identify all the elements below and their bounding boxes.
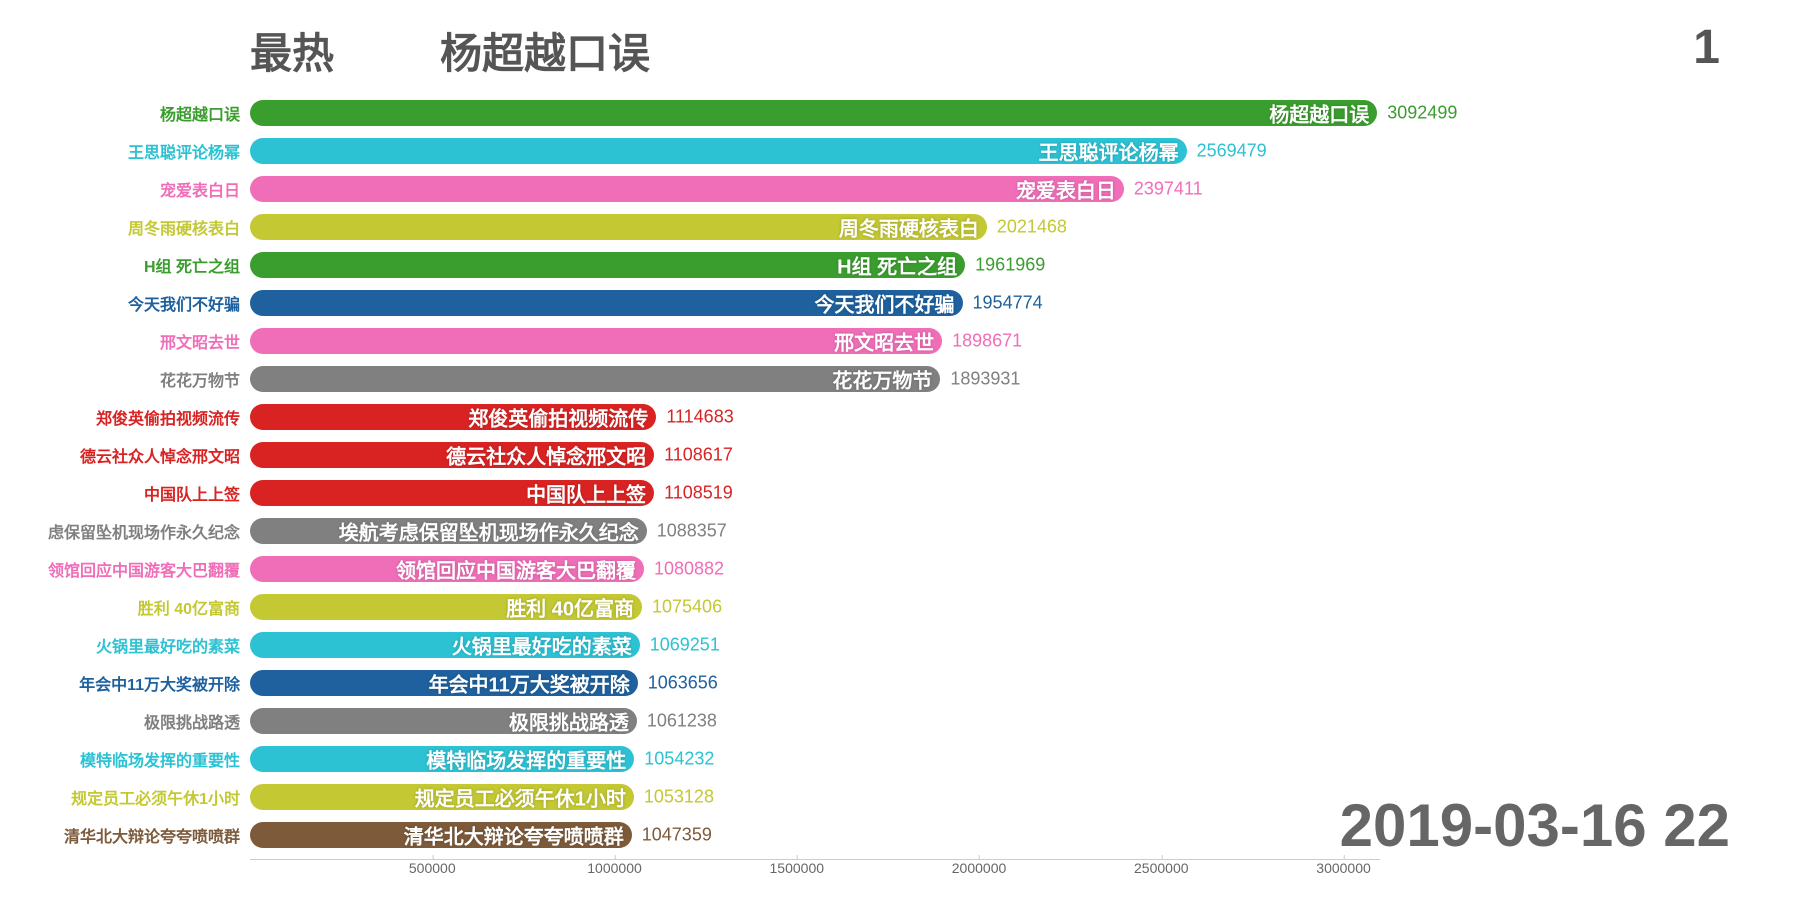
bar-category-label: 火锅里最好吃的素菜	[96, 633, 250, 657]
bar	[250, 518, 647, 544]
rank-label: 1	[1693, 20, 1720, 75]
bar-category-label: 模特临场发挥的重要性	[80, 747, 250, 771]
bar-row: H组 死亡之组H组 死亡之组1961969	[250, 247, 1380, 283]
bar-category-label: 今天我们不好骗	[128, 291, 250, 315]
bar-row: 中国队上上签中国队上上签1108519	[250, 475, 1380, 511]
bar-category-label: 杨超越口误	[160, 101, 250, 125]
bar-row: 宠爱表白日宠爱表白日2397411	[250, 171, 1380, 207]
bar-category-label: 胜利 40亿富商	[138, 595, 250, 619]
bar-row: 王思聪评论杨幂王思聪评论杨幂2569479	[250, 133, 1380, 169]
bar	[250, 214, 987, 240]
bar-row: 今天我们不好骗今天我们不好骗1954774	[250, 285, 1380, 321]
bar-value-label: 1063656	[648, 673, 718, 694]
bar-value-label: 1069251	[650, 635, 720, 656]
bar-category-label: H组 死亡之组	[144, 253, 250, 277]
bar-value-label: 2397411	[1134, 179, 1203, 200]
bar-row: 模特临场发挥的重要性模特临场发挥的重要性1054232	[250, 741, 1380, 777]
bar-value-label: 1054232	[644, 749, 714, 770]
bar-category-label: 领馆回应中国游客大巴翻覆	[48, 557, 250, 581]
bar	[250, 708, 637, 734]
bar-row: 清华北大辩论夸夸喷喷群清华北大辩论夸夸喷喷群1047359	[250, 817, 1380, 853]
bar-row: 领馆回应中国游客大巴翻覆领馆回应中国游客大巴翻覆1080882	[250, 551, 1380, 587]
bar-value-label: 1053128	[644, 787, 714, 808]
bar-value-label: 1961969	[975, 255, 1045, 276]
bar-value-label: 1114683	[666, 407, 733, 428]
bar-value-label: 1108519	[664, 483, 733, 504]
hottest-label: 最热	[250, 20, 334, 81]
bar	[250, 784, 634, 810]
x-axis-tick: 2000000	[952, 860, 1007, 876]
bar-value-label: 1893931	[950, 369, 1020, 390]
bar-value-label: 1047359	[642, 825, 712, 846]
bar	[250, 138, 1187, 164]
bar-value-label: 2021468	[997, 217, 1067, 238]
bar-category-label: 虑保留坠机现场作永久纪念	[48, 519, 250, 543]
bar-row: 周冬雨硬核表白周冬雨硬核表白2021468	[250, 209, 1380, 245]
bar-chart: 杨超越口误杨超越口误3092499王思聪评论杨幂王思聪评论杨幂2569479宠爱…	[0, 95, 1800, 855]
bar-row: 虑保留坠机现场作永久纪念埃航考虑保留坠机现场作永久纪念1088357	[250, 513, 1380, 549]
bar-category-label: 王思聪评论杨幂	[128, 139, 250, 163]
bar-value-label: 1108617	[664, 445, 733, 466]
bar	[250, 252, 965, 278]
bar-category-label: 中国队上上签	[144, 481, 250, 505]
x-axis-tick: 3000000	[1316, 860, 1371, 876]
bar-category-label: 规定员工必须午休1小时	[71, 785, 250, 809]
bar-category-label: 年会中11万大奖被开除	[79, 671, 250, 695]
bar-row: 火锅里最好吃的素菜火锅里最好吃的素菜1069251	[250, 627, 1380, 663]
bar-value-label: 1954774	[973, 293, 1043, 314]
bar-category-label: 花花万物节	[160, 367, 250, 391]
bar-value-label: 3092499	[1387, 103, 1457, 124]
x-axis-tick: 1500000	[770, 860, 825, 876]
bar-row: 极限挑战路透极限挑战路透1061238	[250, 703, 1380, 739]
bar	[250, 480, 654, 506]
x-axis-tick: 2500000	[1134, 860, 1189, 876]
chart-header: 最热 杨超越口误 1	[0, 20, 1800, 80]
bar	[250, 100, 1377, 126]
bar-value-label: 1898671	[952, 331, 1022, 352]
bar-value-label: 1088357	[657, 521, 727, 542]
top-topic-label: 杨超越口误	[440, 20, 650, 81]
bar-category-label: 邢文昭去世	[160, 329, 250, 353]
bar	[250, 822, 632, 848]
bar	[250, 328, 942, 354]
timestamp-label: 2019-03-16 22	[1340, 791, 1730, 860]
bar	[250, 404, 656, 430]
bar-category-label: 周冬雨硬核表白	[128, 215, 250, 239]
x-axis-tick: 1000000	[587, 860, 642, 876]
bar	[250, 594, 642, 620]
bar-category-label: 郑俊英偷拍视频流传	[96, 405, 250, 429]
bar-row: 郑俊英偷拍视频流传郑俊英偷拍视频流传1114683	[250, 399, 1380, 435]
bar-row: 花花万物节花花万物节1893931	[250, 361, 1380, 397]
bar	[250, 366, 940, 392]
bar-category-label: 清华北大辩论夸夸喷喷群	[64, 823, 250, 847]
bar	[250, 632, 640, 658]
bar	[250, 670, 638, 696]
bar-row: 邢文昭去世邢文昭去世1898671	[250, 323, 1380, 359]
bar	[250, 556, 644, 582]
bar-row: 年会中11万大奖被开除年会中11万大奖被开除1063656	[250, 665, 1380, 701]
bar	[250, 442, 654, 468]
bar-value-label: 1080882	[654, 559, 724, 580]
bar-category-label: 宠爱表白日	[160, 177, 250, 201]
bar-value-label: 1061238	[647, 711, 717, 732]
bar	[250, 176, 1124, 202]
bar-row: 胜利 40亿富商胜利 40亿富商1075406	[250, 589, 1380, 625]
x-axis-tick: 500000	[409, 860, 456, 876]
bar	[250, 746, 634, 772]
bar-row: 杨超越口误杨超越口误3092499	[250, 95, 1380, 131]
bar-category-label: 极限挑战路透	[144, 709, 250, 733]
bar	[250, 290, 963, 316]
x-axis: 500000 1000000 1500000 2000000 2500000 300000…	[250, 859, 1380, 889]
bar-row: 德云社众人悼念邢文昭德云社众人悼念邢文昭1108617	[250, 437, 1380, 473]
bar-value-label: 1075406	[652, 597, 722, 618]
bar-value-label: 2569479	[1197, 141, 1267, 162]
bar-row: 规定员工必须午休1小时规定员工必须午休1小时1053128	[250, 779, 1380, 815]
bar-category-label: 德云社众人悼念邢文昭	[80, 443, 250, 467]
